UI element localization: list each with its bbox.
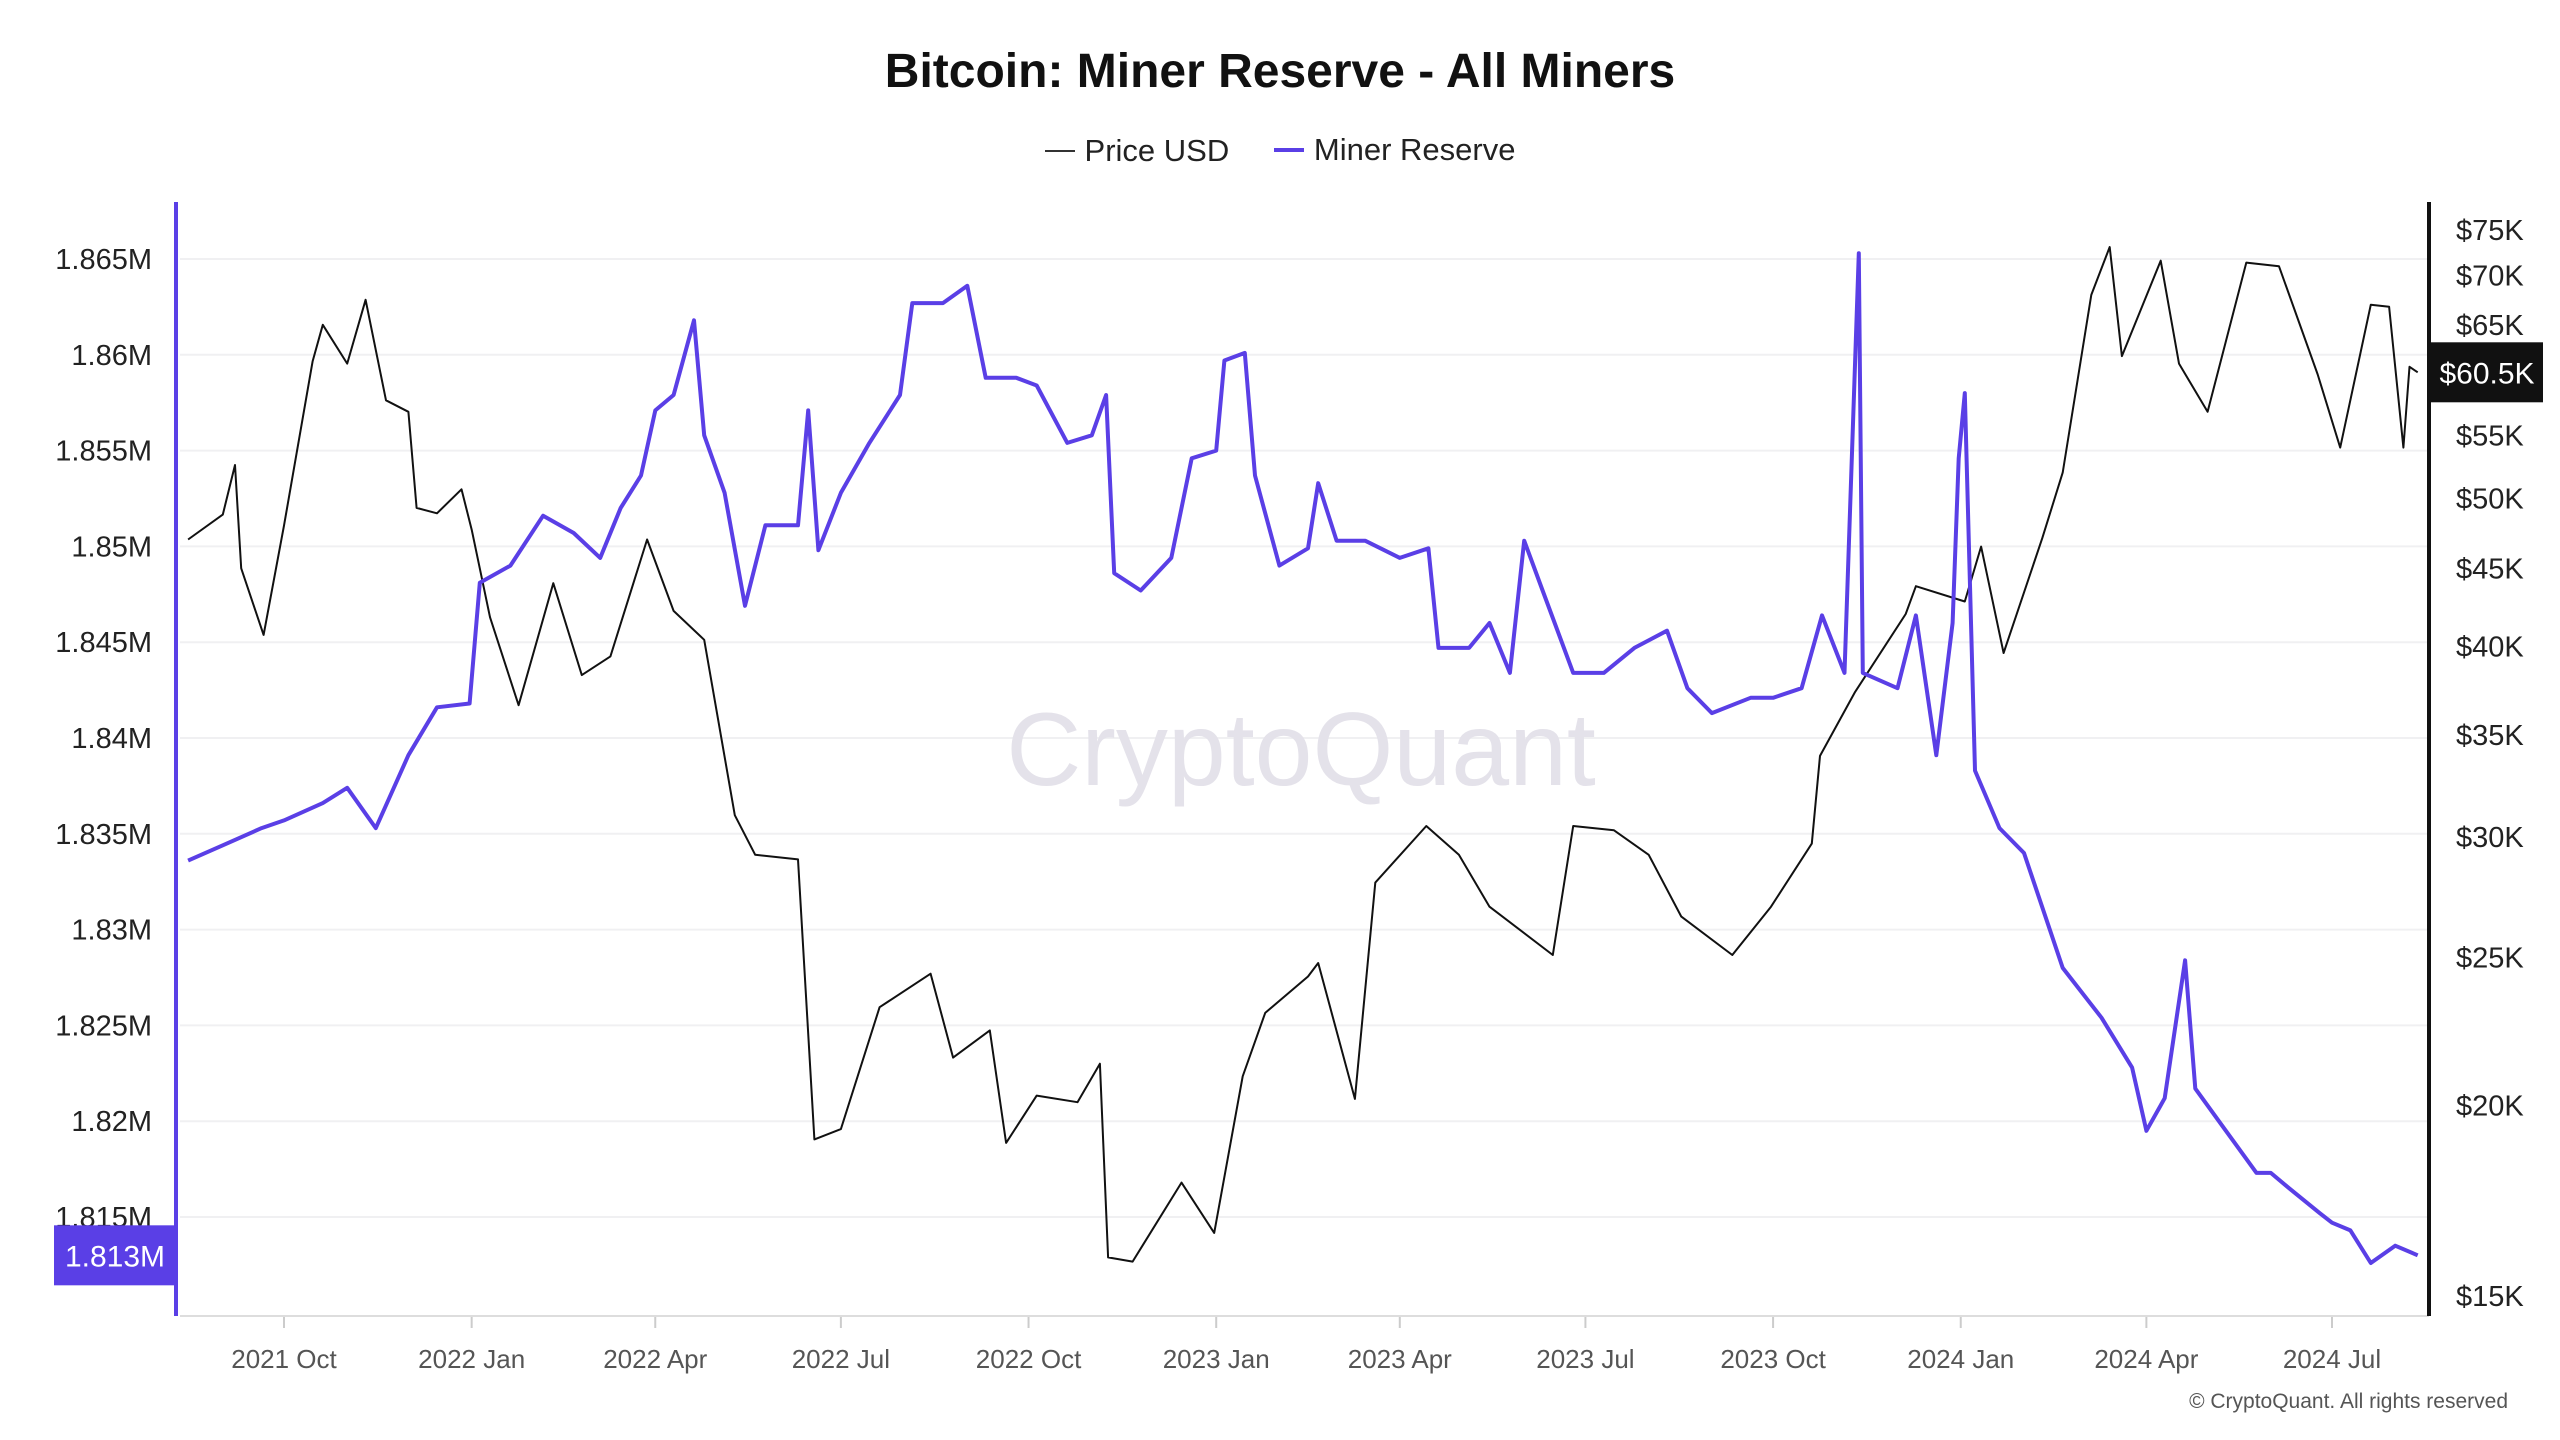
left-tick-label: 1.835M xyxy=(55,819,152,851)
left-tick-label: 1.85M xyxy=(71,531,152,563)
right-tick-label: $35K xyxy=(2456,720,2524,752)
left-tick-label: 1.825M xyxy=(55,1010,152,1042)
x-tick-label: 2023 Apr xyxy=(1348,1344,1452,1374)
left-tick-label: 1.82M xyxy=(71,1106,152,1138)
current-price-label: $60.5K xyxy=(2439,357,2534,390)
watermark: CryptoQuant xyxy=(1006,692,1596,808)
right-tick-label: $75K xyxy=(2456,215,2524,247)
legend: Price USD Miner Reserve xyxy=(0,124,2560,169)
price-usd-line xyxy=(187,246,2419,1263)
x-tick-label: 2023 Oct xyxy=(1720,1344,1826,1374)
x-tick-label: 2022 Jul xyxy=(792,1344,890,1374)
left-tick-label: 1.845M xyxy=(55,627,152,659)
legend-item-miner-reserve[interactable]: Miner Reserve xyxy=(1273,132,1516,168)
right-tick-label: $25K xyxy=(2456,943,2524,975)
x-tick-label: 2023 Jul xyxy=(1536,1344,1634,1374)
right-tick-label: $45K xyxy=(2456,553,2524,585)
right-tick-label: $30K xyxy=(2456,822,2524,854)
x-tick-label: 2022 Apr xyxy=(603,1344,707,1374)
x-tick-label: 2021 Oct xyxy=(231,1344,337,1374)
left-tick-label: 1.83M xyxy=(71,915,152,947)
right-tick-label: $15K xyxy=(2456,1281,2524,1313)
right-tick-label: $20K xyxy=(2456,1090,2524,1122)
legend-swatch-price xyxy=(1044,150,1075,152)
miner-reserve-line xyxy=(187,251,2419,1265)
current-reserve-label: 1.813M xyxy=(65,1240,165,1273)
legend-swatch-reserve xyxy=(1273,148,1304,152)
copyright-text: © CryptoQuant. All rights reserved xyxy=(2189,1390,2508,1413)
left-tick-label: 1.865M xyxy=(55,244,152,276)
current-reserve-badge xyxy=(54,1225,176,1286)
x-tick-label: 2023 Jan xyxy=(1163,1344,1270,1374)
right-tick-label: $65K xyxy=(2456,310,2524,342)
right-tick-label: $40K xyxy=(2456,631,2524,663)
legend-label: Price USD xyxy=(1084,133,1230,168)
left-tick-label: 1.86M xyxy=(71,340,152,372)
left-tick-label: 1.84M xyxy=(71,723,152,755)
right-tick-label: $50K xyxy=(2456,484,2524,516)
x-tick-label: 2024 Jan xyxy=(1907,1344,2014,1374)
x-tick-label: 2022 Oct xyxy=(976,1344,1082,1374)
chart-title: Bitcoin: Miner Reserve - All Miners xyxy=(884,45,1676,98)
left-tick-label: 1.855M xyxy=(55,436,152,468)
right-tick-label: $70K xyxy=(2456,261,2524,293)
current-price-badge xyxy=(2431,342,2543,403)
legend-label: Miner Reserve xyxy=(1313,132,1516,167)
x-tick-label: 2024 Jul xyxy=(2283,1344,2381,1374)
x-tick-label: 2024 Apr xyxy=(2094,1344,2198,1374)
legend-item-price-usd[interactable]: Price USD xyxy=(1044,133,1230,169)
right-tick-label: $55K xyxy=(2456,420,2524,452)
x-tick-label: 2022 Jan xyxy=(418,1344,525,1374)
